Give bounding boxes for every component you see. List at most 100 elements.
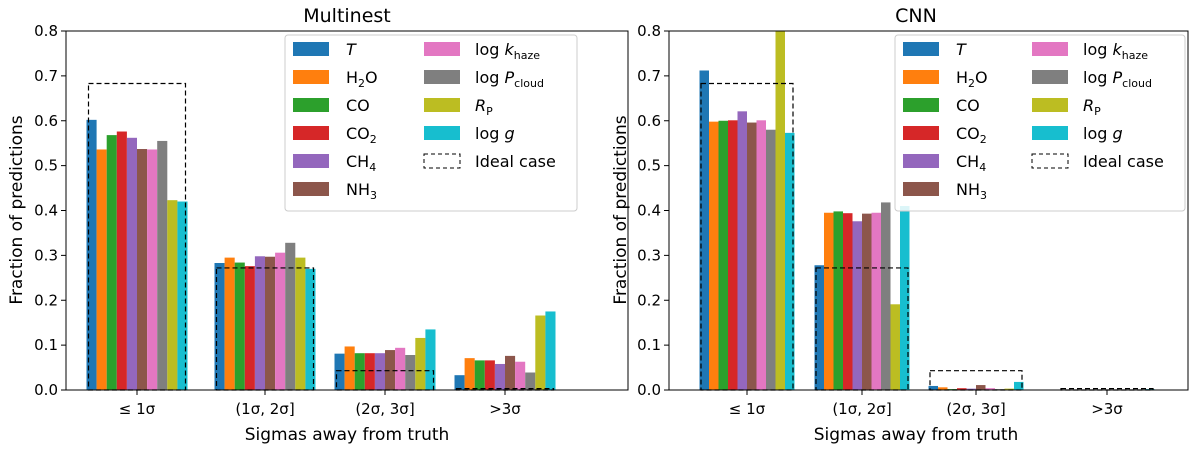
legend-label-t: T <box>956 40 967 59</box>
bar <box>985 388 995 390</box>
y-tick-label: 0.0 <box>637 381 661 399</box>
legend-swatch-ch4 <box>903 154 939 168</box>
legend-label-ideal: Ideal case <box>475 152 556 171</box>
chart-title: Multinest <box>303 5 391 27</box>
bar <box>756 120 766 391</box>
bar <box>147 149 158 390</box>
bar <box>395 347 406 390</box>
bar <box>1004 388 1014 390</box>
legend-swatch-t <box>293 42 329 56</box>
legend-swatch-nh3 <box>903 182 939 196</box>
bar <box>106 135 117 390</box>
legend-swatch-logg <box>424 126 460 140</box>
x-tick-label: >3σ <box>489 400 521 418</box>
bar <box>415 337 426 390</box>
y-tick-label: 0.4 <box>637 202 661 220</box>
y-tick-label: 0.1 <box>34 336 58 354</box>
bar <box>405 355 416 390</box>
legend-label-nh3: NH3 <box>956 180 987 202</box>
y-tick-label: 0.8 <box>637 22 661 40</box>
bar <box>167 200 178 390</box>
legend-swatch-ideal <box>423 153 461 169</box>
legend-frame <box>894 34 1186 212</box>
bar <box>515 361 526 390</box>
bar <box>484 360 495 390</box>
bar <box>938 387 948 390</box>
bar <box>545 311 556 390</box>
x-ticks: ≤ 1σ (1σ, 2σ] (2σ, 3σ] >3σ <box>729 390 1123 418</box>
legend-swatch-rp <box>424 98 460 112</box>
bar <box>766 129 776 391</box>
bar <box>334 353 345 390</box>
chart-title: CNN <box>895 5 937 27</box>
bar <box>871 212 881 390</box>
y-axis-label: Fraction of predictions <box>611 115 631 304</box>
bar <box>214 263 225 390</box>
y-ticks: 0.0 0.1 0.2 0.3 0.4 0.5 0.6 0.7 0.8 <box>34 22 66 399</box>
y-tick-label: 0.2 <box>34 291 58 309</box>
bar <box>928 385 938 390</box>
y-tick-label: 0.6 <box>34 112 58 130</box>
legend-swatch-h2o <box>293 70 329 84</box>
x-axis-label: Sigmas away from truth <box>814 425 1019 445</box>
legend-swatch-khaze <box>424 42 460 56</box>
bar <box>900 206 910 390</box>
bar <box>275 252 286 390</box>
bar <box>295 257 306 390</box>
bar <box>862 213 872 390</box>
legend-label-co2: CO2 <box>956 124 987 146</box>
legend-swatch-logg <box>1032 126 1068 140</box>
y-tick-label: 0.3 <box>637 246 661 264</box>
bar <box>709 121 719 391</box>
legend-label-h2o: H2O <box>346 68 378 90</box>
legend-swatch-co <box>903 98 939 112</box>
bar <box>157 140 168 390</box>
bar <box>265 256 276 390</box>
multinest-panel: Multinest Fraction of predictions Sigmas… <box>7 5 629 445</box>
bar <box>464 358 475 390</box>
legend-swatch-ch4 <box>293 154 329 168</box>
x-tick-label: ≤ 1σ <box>729 400 766 418</box>
bar <box>364 353 375 390</box>
legend-swatch-ideal <box>1031 153 1069 169</box>
bar <box>116 131 127 390</box>
legend-label-ch4: CH4 <box>956 152 986 174</box>
bar <box>234 262 245 390</box>
bar <box>454 375 465 390</box>
y-tick-label: 0.5 <box>34 157 58 175</box>
y-tick-label: 0.7 <box>34 67 58 85</box>
bar <box>425 329 436 390</box>
bars <box>699 31 1155 391</box>
bar <box>285 242 296 390</box>
bar <box>1014 381 1024 390</box>
bar <box>505 355 516 390</box>
bar <box>890 304 900 390</box>
bar <box>957 388 967 390</box>
bar <box>833 211 843 390</box>
x-tick-label: >3σ <box>1091 400 1123 418</box>
bar <box>354 353 365 390</box>
legend-swatch-khaze <box>1032 42 1068 56</box>
legend: T H2O CO CO2 CH4 NH3 log khaze log Pclou… <box>894 34 1186 212</box>
bar <box>747 122 757 391</box>
bar <box>976 385 986 390</box>
legend: T H2O CO CO2 CH4 NH3 log khaze log Pclou… <box>284 34 578 212</box>
legend-label-h2o: H2O <box>956 68 988 90</box>
bars <box>86 119 556 390</box>
legend-swatch-co2 <box>903 126 939 140</box>
x-tick-label: (1σ, 2σ] <box>832 400 891 418</box>
x-tick-label: (2σ, 3σ] <box>946 400 1005 418</box>
y-tick-label: 0.4 <box>34 202 58 220</box>
y-tick-label: 0.2 <box>637 291 661 309</box>
bar <box>785 132 795 390</box>
legend-frame <box>284 34 578 212</box>
y-ticks: 0.0 0.1 0.2 0.3 0.4 0.5 0.6 0.7 0.8 <box>637 22 669 399</box>
bar <box>824 212 834 390</box>
legend-label-co2: CO2 <box>346 124 377 146</box>
bar <box>535 315 546 390</box>
bar <box>254 256 265 390</box>
bar <box>737 111 747 390</box>
y-tick-label: 0.7 <box>637 67 661 85</box>
y-axis-label: Fraction of predictions <box>7 115 27 304</box>
